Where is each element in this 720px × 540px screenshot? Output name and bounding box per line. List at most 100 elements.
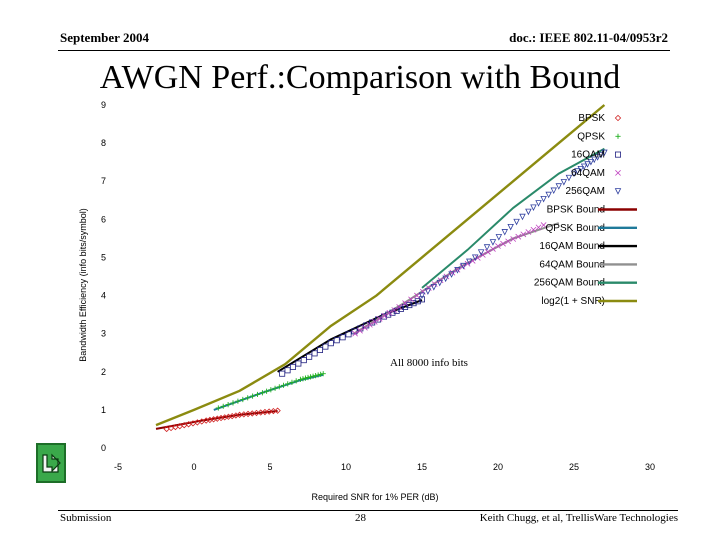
marker-qpsk <box>307 374 314 380</box>
marker-qpsk <box>315 372 321 378</box>
marker-64qam <box>540 222 547 228</box>
marker-64qam <box>362 324 368 331</box>
marker-256qam <box>418 292 426 300</box>
marker-64qam <box>535 224 542 231</box>
footer-rule <box>58 510 678 511</box>
marker-256qam <box>519 213 526 221</box>
header-date: September 2004 <box>60 30 149 45</box>
legend-label: QPSK <box>577 131 605 142</box>
marker-qpsk <box>259 390 265 396</box>
marker-256qam <box>540 196 547 203</box>
marker-qpsk <box>285 381 291 387</box>
marker-16qam <box>339 334 346 341</box>
x-tick-label: 0 <box>191 462 196 472</box>
marker-256qam <box>597 151 605 159</box>
marker-qpsk <box>318 371 324 377</box>
marker-256qam <box>535 200 542 207</box>
marker-64qam <box>402 300 408 307</box>
marker-256qam <box>530 204 537 211</box>
marker-qpsk <box>305 374 311 381</box>
marker-64qam <box>530 226 537 233</box>
marker-256qam <box>594 154 601 161</box>
marker-64qam <box>510 236 517 242</box>
y-axis-label: Bandwidth Efficiency (info bits/symbol) <box>78 208 88 361</box>
y-tick-label: 3 <box>101 329 106 339</box>
marker-qpsk <box>215 405 221 411</box>
marker-256qam <box>448 271 455 278</box>
marker-64qam <box>443 273 450 280</box>
marker-qpsk <box>300 376 306 382</box>
legend-label: BPSK <box>578 113 605 124</box>
marker-qpsk <box>276 384 282 390</box>
marker-256qam <box>577 165 585 173</box>
marker-64qam <box>495 243 501 249</box>
y-tick-label: 4 <box>101 291 106 301</box>
legend-marker <box>615 151 622 158</box>
marker-256qam <box>580 163 588 171</box>
series-line-log2-1-snr- <box>155 104 606 427</box>
marker-256qam <box>442 275 449 283</box>
legend-label: 16QAM <box>571 150 605 161</box>
marker-64qam <box>505 238 512 245</box>
marker-256qam <box>525 208 532 216</box>
marker-bpsk <box>274 407 281 414</box>
marker-256qam <box>460 262 467 270</box>
footer-page-number: 28 <box>355 512 366 524</box>
y-tick-label: 2 <box>101 367 106 377</box>
marker-256qam <box>430 284 438 291</box>
marker-256qam <box>495 234 503 241</box>
marker-qpsk <box>302 375 309 381</box>
x-tick-label: 15 <box>417 462 427 472</box>
x-tick-label: 5 <box>267 462 272 472</box>
x-tick-label: 10 <box>341 462 351 472</box>
marker-256qam <box>501 229 509 236</box>
x-tick-label: 25 <box>569 462 579 472</box>
marker-16qam <box>397 305 404 312</box>
y-tick-label: 1 <box>101 405 106 415</box>
y-tick-label: 7 <box>101 176 106 186</box>
legend-label: 64QAM <box>571 168 605 179</box>
y-tick-label: 8 <box>101 138 106 148</box>
marker-16qam <box>410 300 417 307</box>
marker-16qam <box>345 331 352 338</box>
y-tick-label: 9 <box>101 100 106 110</box>
series-line-64qam-bound <box>353 222 560 335</box>
marker-64qam <box>371 318 378 325</box>
marker-16qam <box>418 296 425 303</box>
marker-qpsk <box>225 401 231 408</box>
marker-qpsk <box>310 373 316 379</box>
marker-64qam <box>391 307 398 313</box>
marker-64qam <box>396 304 403 310</box>
marker-qpsk <box>289 379 295 385</box>
marker-16qam <box>414 298 421 305</box>
marker-qpsk <box>268 387 274 393</box>
marker-64qam <box>376 315 383 322</box>
marker-64qam <box>525 229 532 235</box>
x-tick-label: 30 <box>645 462 655 472</box>
marker-64qam <box>357 327 363 334</box>
legend-label: log2(1 + SNR) <box>541 296 605 307</box>
return-button[interactable] <box>36 443 66 483</box>
marker-16qam <box>327 340 334 347</box>
marker-qpsk <box>272 385 278 391</box>
marker-qpsk <box>320 371 326 377</box>
marker-64qam <box>479 252 486 258</box>
marker-16qam <box>369 319 376 326</box>
marker-256qam <box>591 156 598 164</box>
marker-256qam <box>587 158 595 166</box>
footer-author: Keith Chugg, et al, TrellisWare Technolo… <box>479 512 678 524</box>
legend-label: 256QAM <box>566 186 605 197</box>
marker-256qam <box>550 187 557 195</box>
marker-qpsk <box>220 403 226 409</box>
marker-256qam <box>601 149 608 157</box>
y-tick-label: 6 <box>101 214 106 224</box>
marker-qpsk <box>264 388 270 394</box>
marker-64qam <box>366 321 373 328</box>
y-tick-label: 5 <box>101 252 106 262</box>
legend-label: 64QAM Bound <box>539 259 605 270</box>
marker-256qam <box>466 258 473 266</box>
marker-64qam <box>425 285 432 291</box>
marker-256qam <box>513 218 520 226</box>
chart-annotation: All 8000 info bits <box>390 357 468 369</box>
